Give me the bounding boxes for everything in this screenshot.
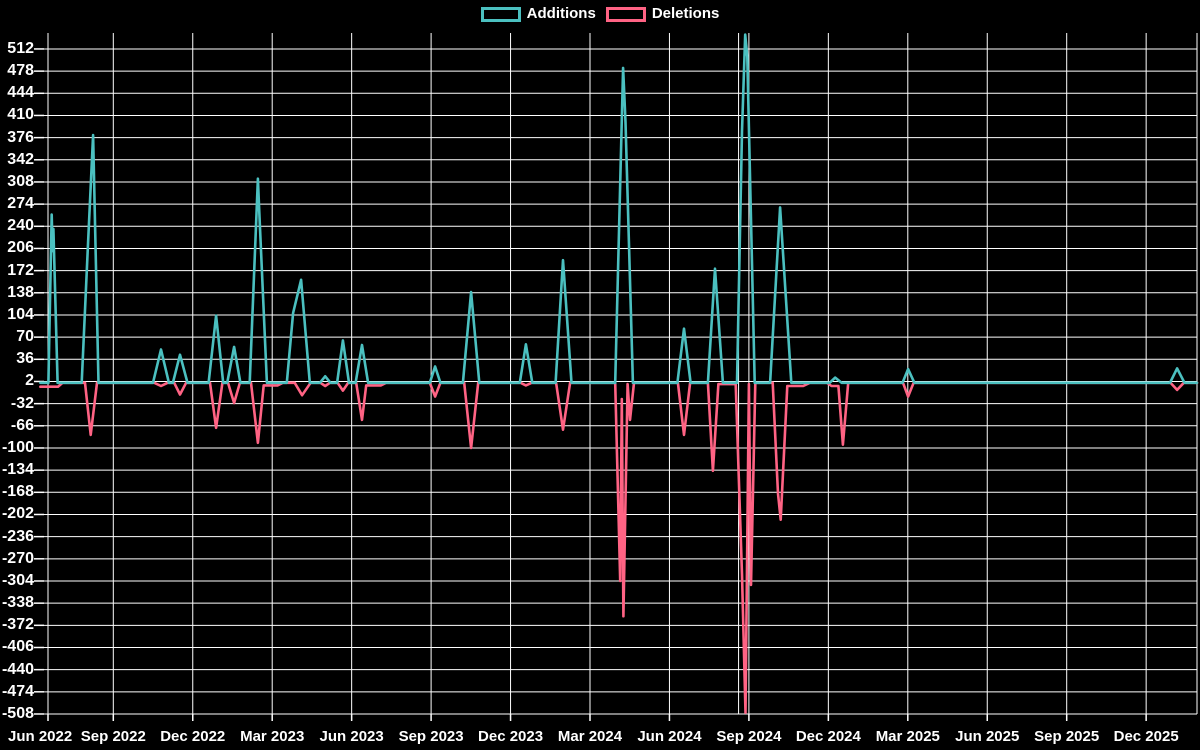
chart-legend: Additions Deletions xyxy=(0,6,1200,22)
x-tick-label: Sep 2022 xyxy=(80,727,146,745)
x-tick-label: Mar 2025 xyxy=(875,727,940,745)
y-tick-label: 376 xyxy=(7,128,34,146)
y-tick-label: -202 xyxy=(1,505,34,523)
y-tick-label: -508 xyxy=(1,704,34,722)
y-tick-label: -440 xyxy=(1,660,34,678)
y-tick-label: 410 xyxy=(7,106,34,124)
x-tick-label: Dec 2024 xyxy=(795,727,861,745)
y-tick-label: -66 xyxy=(10,416,34,434)
y-tick-label: 342 xyxy=(7,150,34,168)
x-tick-label: Dec 2025 xyxy=(1113,727,1179,745)
y-tick-label: 444 xyxy=(7,84,34,102)
x-tick-label: Sep 2024 xyxy=(716,727,782,745)
legend-label-additions: Additions xyxy=(526,5,596,22)
legend-item-additions[interactable]: Additions xyxy=(480,5,596,22)
y-tick-label: 478 xyxy=(7,62,34,80)
y-tick-label: -134 xyxy=(1,461,34,479)
legend-label-deletions: Deletions xyxy=(651,5,720,22)
y-tick-label: -338 xyxy=(1,594,34,612)
legend-item-deletions[interactable]: Deletions xyxy=(605,5,720,22)
x-tick-label: Sep 2023 xyxy=(398,727,464,745)
x-tick-label: Mar 2023 xyxy=(240,727,305,745)
x-tick-label: Jun 2025 xyxy=(955,727,1020,745)
y-tick-label: -270 xyxy=(1,549,34,567)
x-tick-label: Dec 2023 xyxy=(478,727,544,745)
y-tick-label: 274 xyxy=(7,195,34,213)
y-tick-label: 308 xyxy=(7,172,34,190)
y-tick-label: 206 xyxy=(7,239,34,257)
y-tick-label: -100 xyxy=(1,438,34,456)
y-tick-label: -236 xyxy=(1,527,34,545)
y-tick-label: -304 xyxy=(1,571,34,589)
y-tick-label: 172 xyxy=(7,261,34,279)
x-tick-label: Jun 2023 xyxy=(319,727,384,745)
y-tick-label: 36 xyxy=(16,350,34,368)
y-tick-label: 138 xyxy=(7,283,34,301)
y-tick-label: -406 xyxy=(1,638,34,656)
x-tick-label: Jun 2024 xyxy=(637,727,702,745)
y-tick-label: -168 xyxy=(1,483,34,501)
x-tick-label: Mar 2024 xyxy=(557,727,623,745)
y-tick-label: -32 xyxy=(10,394,34,412)
deletions-swatch-icon xyxy=(605,6,646,22)
y-tick-label: -372 xyxy=(1,616,34,634)
x-tick-label: Sep 2025 xyxy=(1034,727,1100,745)
additions-swatch-icon xyxy=(480,6,521,22)
y-tick-label: 104 xyxy=(7,305,34,323)
y-tick-label: 2 xyxy=(25,372,34,390)
additions-line xyxy=(39,33,1199,385)
x-tick-label: Dec 2022 xyxy=(160,727,226,745)
y-tick-label: -474 xyxy=(1,682,34,700)
y-tick-label: 70 xyxy=(16,328,34,346)
deletions-line xyxy=(39,381,1199,715)
y-tick-label: 512 xyxy=(7,39,34,57)
x-tick-label: Jun 2022 xyxy=(8,727,73,745)
y-tick-label: 240 xyxy=(7,217,34,235)
